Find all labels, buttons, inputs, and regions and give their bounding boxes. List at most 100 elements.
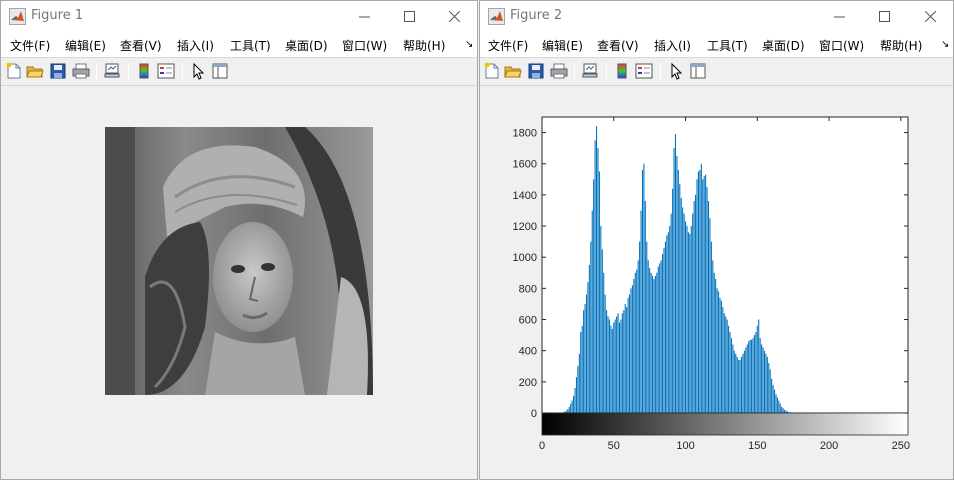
- histogram-bar: [636, 269, 638, 413]
- histogram-bar: [775, 394, 777, 413]
- grayscale-colorbar: [541, 412, 909, 436]
- menu-file[interactable]: 文件(F): [488, 39, 529, 53]
- toolbar-separator: [574, 63, 575, 80]
- insert-legend-icon[interactable]: [635, 62, 653, 80]
- property-editor-icon[interactable]: [689, 62, 707, 80]
- maximize-button[interactable]: [387, 1, 432, 32]
- histogram-bar: [756, 325, 758, 413]
- minimize-button[interactable]: [817, 1, 862, 32]
- toolbar-separator: [606, 63, 607, 80]
- menu-file[interactable]: 文件(F): [10, 39, 51, 53]
- figure-toolbar: [480, 58, 953, 86]
- menu-help[interactable]: 帮助(H): [403, 39, 446, 53]
- histogram-bar: [660, 260, 662, 413]
- histogram-bar: [715, 279, 717, 413]
- histogram-bar: [692, 213, 694, 413]
- histogram-bar: [742, 353, 744, 413]
- histogram-bar: [784, 409, 786, 413]
- menu-edit[interactable]: 编辑(E): [542, 39, 583, 53]
- menubar: 文件(F) 编辑(E) 查看(V) 插入(I) 工具(T) 桌面(D) 窗口(W…: [1, 32, 477, 58]
- histogram-bar: [713, 272, 715, 413]
- toolbar-separator: [128, 63, 129, 80]
- pointer-icon[interactable]: [189, 62, 207, 80]
- histogram-bar: [663, 247, 665, 413]
- menu-view[interactable]: 查看(V): [597, 39, 639, 53]
- histogram-bar: [765, 353, 767, 413]
- histogram-bar: [710, 241, 712, 413]
- open-file-icon[interactable]: [26, 62, 44, 80]
- histogram-bar: [697, 171, 699, 413]
- histogram-bar: [702, 179, 704, 413]
- grayscale-photo-image: [105, 127, 373, 395]
- menu-help[interactable]: 帮助(H): [880, 39, 923, 53]
- new-figure-icon[interactable]: [483, 62, 501, 80]
- insert-colorbar-icon[interactable]: [135, 62, 153, 80]
- print-icon[interactable]: [72, 62, 90, 80]
- histogram-bar: [564, 411, 566, 413]
- histogram-bar: [768, 363, 770, 413]
- histogram-bar: [735, 353, 737, 413]
- insert-colorbar-icon[interactable]: [613, 62, 631, 80]
- histogram-bar: [745, 347, 747, 413]
- insert-legend-icon[interactable]: [157, 62, 175, 80]
- histogram-bar: [581, 325, 583, 413]
- histogram-bar: [739, 360, 741, 413]
- menu-desktop[interactable]: 桌面(D): [762, 39, 805, 53]
- minimize-icon: [834, 16, 845, 18]
- menu-window[interactable]: 窗口(W): [819, 39, 865, 53]
- minimize-button[interactable]: [342, 1, 387, 32]
- menu-tools[interactable]: 工具(T): [707, 39, 748, 53]
- menu-edit[interactable]: 编辑(E): [65, 39, 106, 53]
- print-icon[interactable]: [550, 62, 568, 80]
- histogram-bar: [718, 291, 720, 413]
- histogram-bar: [771, 378, 773, 413]
- histogram-bar: [593, 179, 595, 413]
- maximize-icon: [879, 11, 890, 22]
- menu-desktop[interactable]: 桌面(D): [285, 39, 328, 53]
- histogram-bar: [630, 288, 632, 413]
- histogram-bar: [613, 322, 615, 413]
- close-icon: [925, 11, 936, 22]
- histogram-bar: [755, 331, 757, 413]
- histogram-bar: [761, 344, 763, 413]
- histogram-bar: [583, 310, 585, 413]
- menu-insert[interactable]: 插入(I): [177, 39, 214, 53]
- histogram-bar: [588, 265, 590, 413]
- property-editor-icon[interactable]: [211, 62, 229, 80]
- menu-insert[interactable]: 插入(I): [654, 39, 691, 53]
- histogram-bar: [707, 201, 710, 413]
- histogram-bar: [716, 288, 718, 413]
- save-icon[interactable]: [527, 62, 545, 80]
- histogram-bar: [621, 313, 623, 413]
- menu-tools[interactable]: 工具(T): [230, 39, 271, 53]
- save-icon[interactable]: [49, 62, 67, 80]
- y-tick-label: 400: [519, 346, 537, 358]
- new-figure-icon[interactable]: [5, 62, 23, 80]
- menu-overflow-icon[interactable]: ↘: [465, 39, 474, 50]
- menu-overflow-icon[interactable]: ↘: [941, 39, 950, 50]
- histogram-bar: [723, 313, 725, 413]
- histogram-bar: [736, 356, 738, 413]
- menu-window[interactable]: 窗口(W): [342, 39, 388, 53]
- figure1-titlebar[interactable]: Figure 1: [1, 1, 477, 32]
- close-button[interactable]: [432, 1, 477, 32]
- menu-view[interactable]: 查看(V): [120, 39, 162, 53]
- histogram-bar: [738, 360, 740, 413]
- maximize-button[interactable]: [862, 1, 907, 32]
- figure-toolbar: [1, 58, 477, 86]
- toolbar-separator: [182, 63, 183, 80]
- figure2-titlebar[interactable]: Figure 2: [480, 1, 953, 32]
- histogram-bar: [712, 260, 714, 413]
- link-plot-icon[interactable]: [103, 62, 121, 80]
- pointer-icon[interactable]: [667, 62, 685, 80]
- figure1-canvas: [1, 87, 477, 479]
- histogram-bar: [773, 389, 776, 413]
- close-button[interactable]: [908, 1, 953, 32]
- menubar: 文件(F) 编辑(E) 查看(V) 插入(I) 工具(T) 桌面(D) 窗口(W…: [480, 32, 953, 58]
- histogram-bar: [646, 241, 648, 413]
- link-plot-icon[interactable]: [581, 62, 599, 80]
- open-file-icon[interactable]: [504, 62, 522, 80]
- histogram-bar: [782, 408, 784, 413]
- histogram-bar: [662, 254, 664, 413]
- histogram-bar: [606, 310, 608, 413]
